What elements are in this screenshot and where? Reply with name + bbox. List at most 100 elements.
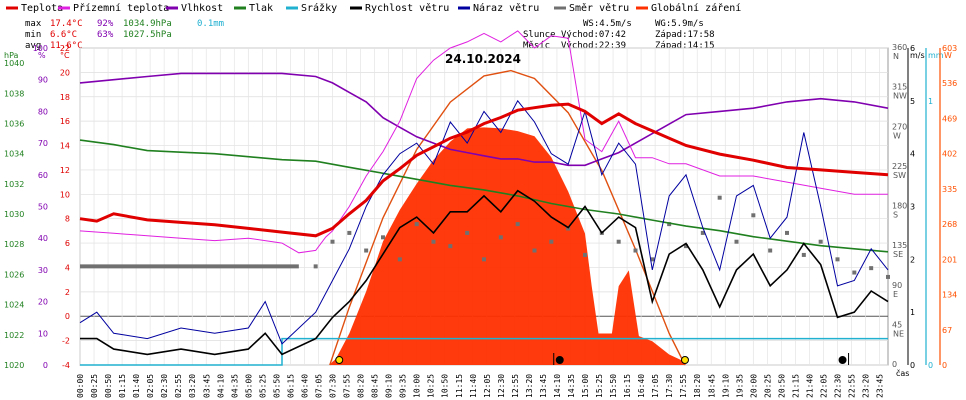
temp-axis-unit: °C: [60, 51, 70, 60]
stat-label: max: [25, 19, 42, 29]
x-tick: 12:05: [483, 374, 492, 398]
wind-dir-point: [869, 266, 874, 271]
x-tick: 15:50: [609, 374, 618, 398]
dir-label: S: [893, 211, 898, 220]
legend-label: Teplota: [21, 3, 63, 14]
hum-tick: 40: [38, 234, 48, 243]
x-tick: 19:35: [735, 374, 744, 398]
x-tick: 10:50: [441, 374, 450, 398]
legend-label: Globální záření: [651, 2, 741, 14]
dir-label: NE: [893, 329, 904, 338]
mm-tick: 1: [928, 97, 933, 106]
x-tick: 17:30: [665, 374, 674, 398]
hpa-tick: 1034: [4, 150, 24, 159]
x-tick: 22:30: [834, 374, 843, 398]
dir-tick: 0: [892, 360, 897, 369]
ms-tick: 5: [910, 97, 915, 106]
w-tick: 335: [942, 185, 957, 194]
x-tick: 17:05: [651, 374, 660, 398]
stat-value: 6.6°C: [50, 30, 77, 40]
hpa-tick: 1022: [4, 331, 24, 340]
temp-tick: 12: [60, 166, 70, 175]
x-tick: 04:10: [216, 374, 225, 398]
temperature-line: [79, 102, 889, 238]
legend-label: Vlhkost: [181, 3, 223, 14]
hum-tick: 20: [38, 298, 48, 307]
legend-item: Globální záření: [636, 2, 741, 14]
legend-label: Srážky: [301, 2, 337, 14]
wind-dir-point: [886, 274, 890, 279]
ms-axis-unit: m/s: [910, 51, 925, 60]
hum-tick: 60: [38, 171, 48, 180]
wind-dir-point: [633, 248, 638, 253]
x-tick: 08:20: [357, 374, 366, 398]
temp-tick: 20: [60, 68, 70, 77]
dir-tick: 360: [892, 43, 907, 52]
x-tick: 20:50: [777, 374, 786, 398]
hum-axis-unit: %: [38, 51, 46, 60]
hpa-tick: 1036: [4, 119, 24, 128]
x-tick: 20:00: [749, 374, 758, 398]
x-tick: 02:55: [174, 374, 183, 398]
ms-tick: 2: [910, 255, 915, 264]
dir-label: E: [893, 290, 898, 299]
wind-dir-point: [583, 252, 587, 257]
mm-tick: 0: [928, 361, 933, 370]
dir-tick: 270: [892, 122, 907, 131]
wind-dir-point: [650, 257, 655, 262]
x-tick: 20:25: [763, 374, 772, 398]
temp-tick: 10: [60, 190, 70, 199]
x-tick: 14:35: [567, 374, 576, 398]
x-tick: 11:40: [469, 374, 478, 398]
hum-tick: 80: [38, 107, 48, 116]
wind-dir-point: [515, 222, 520, 227]
hum-tick: 90: [38, 76, 48, 85]
x-tick: 05:25: [258, 374, 267, 398]
dir-label: NW: [893, 92, 907, 101]
ms-tick: 4: [910, 150, 915, 159]
sunrise-marker: [335, 356, 344, 364]
hum-tick: 10: [38, 329, 48, 338]
temp-tick: 2: [65, 288, 70, 297]
x-tick: 02:30: [160, 374, 169, 398]
wind-dir-point: [852, 270, 857, 275]
wind-dir-point: [347, 230, 352, 235]
ms-tick: 0: [910, 361, 915, 370]
sunset-marker: [680, 356, 689, 364]
wind-dir-point: [431, 239, 436, 244]
x-tick: 03:20: [188, 374, 197, 398]
x-tick: 07:05: [314, 374, 323, 398]
x-tick: 09:10: [385, 374, 394, 398]
stat-label: min: [25, 30, 41, 40]
stat-value: 92%: [97, 19, 114, 29]
legend-item: Vlhkost: [166, 3, 223, 14]
w-tick: 603: [942, 44, 957, 53]
wind-dir-point: [684, 244, 688, 249]
stats-block: max 17.4°C 92% 1034.9hPa 0.1mm min 6.6°C 63% 102…: [25, 19, 715, 51]
wind-speed-line: [80, 189, 889, 356]
hum-tick: 0: [43, 361, 48, 370]
stat-value: 0.1mm: [197, 19, 224, 29]
ms-tick: 3: [910, 203, 915, 212]
x-tick: 18:20: [693, 374, 702, 398]
stat-label: avg: [25, 41, 41, 51]
temp-tick: 8: [65, 215, 70, 224]
dir-tick: 45: [892, 320, 902, 329]
stat-value: 1027.5hPa: [123, 30, 172, 40]
chart-title: 24.10.2024: [445, 52, 521, 66]
legend-item: Náraz větru: [458, 2, 539, 14]
hum-tick: 70: [38, 139, 48, 148]
x-tick: 00:00: [76, 374, 85, 398]
hpa-axis-unit: hPa: [4, 51, 19, 60]
legend-label: Rychlost větru: [365, 2, 449, 14]
wind-dir-point: [835, 257, 840, 262]
w-tick: 402: [942, 150, 957, 159]
wind-dir-point: [448, 244, 453, 249]
hpa-tick: 1040: [4, 59, 24, 68]
wind-dir-point: [330, 239, 335, 244]
dir-tick: 315: [892, 83, 907, 92]
temp-tick: 18: [60, 93, 70, 102]
wind-dir-point: [313, 264, 318, 269]
x-tick: 09:35: [399, 374, 408, 398]
sun-label: Slunce: [523, 30, 556, 40]
